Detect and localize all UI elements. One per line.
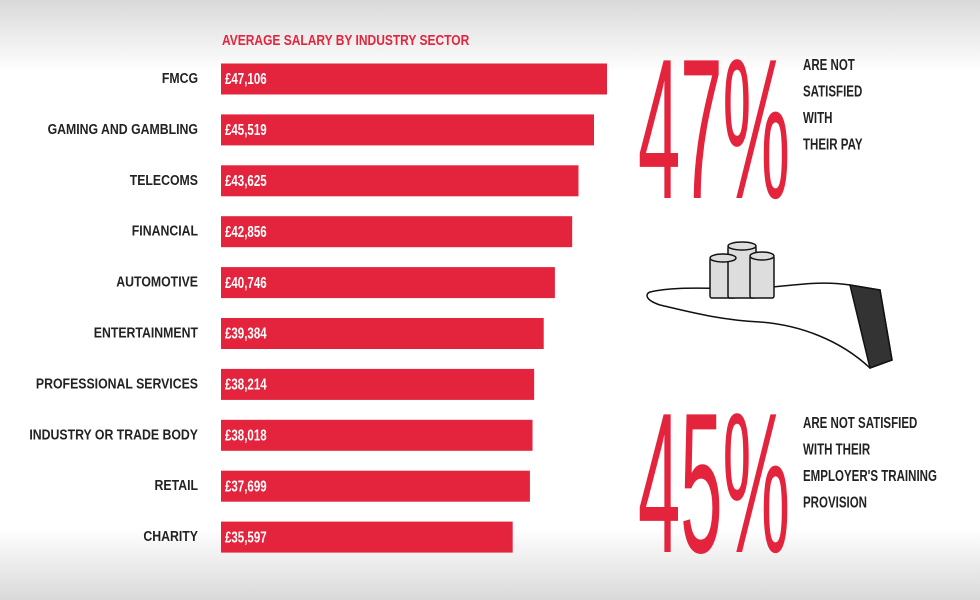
bar <box>221 165 579 197</box>
chart-title: AVERAGE SALARY BY INDUSTRY SECTOR <box>222 32 469 49</box>
category-label: FINANCIAL <box>132 223 198 239</box>
stat-line: PROVISION <box>803 493 867 511</box>
value-label: £37,699 <box>225 477 267 495</box>
stat-text: ARE NOT SATISFIED WITH THEIR PAY <box>803 55 863 153</box>
bar <box>221 114 594 146</box>
category-label: PROFESSIONAL SERVICES <box>36 375 198 391</box>
stat-block: 45% ARE NOT SATISFIED WITH THEIR EMPLOYER'… <box>638 372 937 595</box>
stat-line: ARE NOT <box>803 55 855 73</box>
stat-figure: 45% <box>638 372 790 595</box>
value-label: £43,625 <box>225 171 267 189</box>
bar <box>221 318 544 349</box>
bar <box>221 63 607 95</box>
bar <box>221 216 573 248</box>
category-label: RETAIL <box>155 477 198 493</box>
stat-line: EMPLOYER'S TRAINING <box>803 466 937 484</box>
stat-line: WITH THEIR <box>803 440 870 458</box>
stat-block: 47% ARE NOT SATISFIED WITH THEIR PAY <box>638 18 863 241</box>
value-label: £40,746 <box>225 273 267 291</box>
category-labels: FMCG GAMING AND GAMBLING TELECOMS FINANCIAL… <box>29 70 198 545</box>
value-labels: £47,106 £45,519 £43,625 £42,856 £40,746 £39,3… <box>225 69 267 545</box>
stat-text: ARE NOT SATISFIED WITH THEIR EMPLOYER'S TR… <box>803 413 937 511</box>
value-label: £38,214 <box>225 375 267 393</box>
value-label: £35,597 <box>225 527 267 545</box>
category-label: ENTERTAINMENT <box>94 324 199 340</box>
value-label: £38,018 <box>225 426 267 444</box>
bars <box>221 63 607 553</box>
bar <box>221 267 555 299</box>
bar <box>221 470 530 502</box>
category-label: GAMING AND GAMBLING <box>48 121 198 137</box>
bar <box>221 521 513 553</box>
value-label: £39,384 <box>225 324 267 342</box>
value-label: £47,106 <box>225 69 267 87</box>
category-label: TELECOMS <box>130 172 198 188</box>
category-label: AUTOMOTIVE <box>116 273 198 289</box>
stat-line: SATISFIED <box>803 82 862 100</box>
category-label: CHARITY <box>143 528 198 544</box>
bar <box>221 419 533 451</box>
category-label: INDUSTRY OR TRADE BODY <box>29 426 198 442</box>
stat-line: THEIR PAY <box>803 135 863 153</box>
value-label: £42,856 <box>225 222 267 240</box>
stat-line: WITH <box>803 108 832 126</box>
value-label: £45,519 <box>225 120 267 138</box>
bar <box>221 368 535 400</box>
category-label: FMCG <box>162 70 198 86</box>
title-group: AVERAGE SALARY BY INDUSTRY SECTOR <box>222 32 469 49</box>
hand-illustration <box>646 241 893 369</box>
stat-line: ARE NOT SATISFIED <box>803 413 917 431</box>
stat-figure: 47% <box>638 18 790 241</box>
